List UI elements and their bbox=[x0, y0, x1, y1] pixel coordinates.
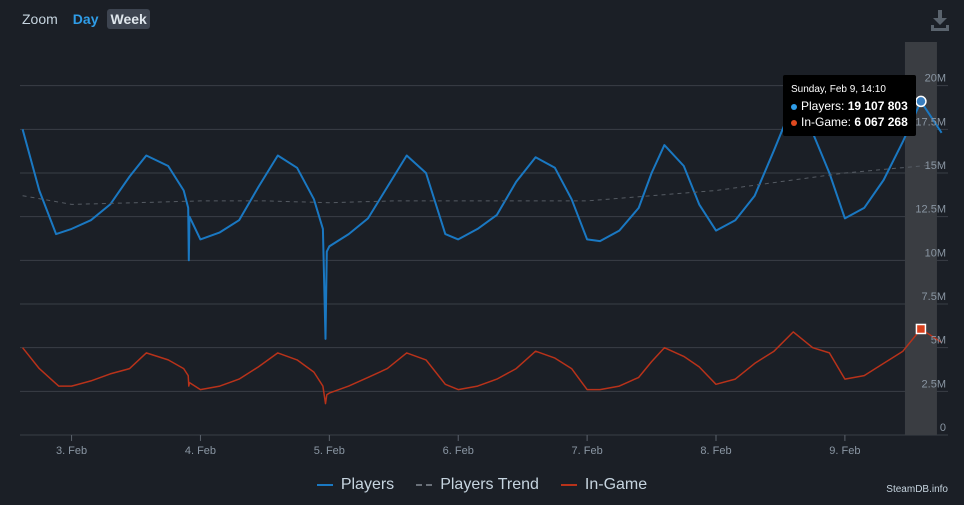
players-trend-line bbox=[22, 163, 942, 205]
y-tick-label-4: 10M bbox=[925, 247, 946, 259]
legend-ingame[interactable]: In-Game bbox=[560, 476, 648, 494]
ingame-hover-marker bbox=[915, 323, 927, 335]
legend: Players Players Trend In-Game bbox=[0, 476, 964, 494]
x-tick-label-6: 9. Feb bbox=[829, 445, 860, 457]
y-tick-label-2: 5M bbox=[931, 335, 946, 347]
tooltip: Sunday, Feb 9, 14:10 Players: 19 107 803… bbox=[783, 75, 916, 136]
legend-trend-swatch bbox=[416, 484, 433, 486]
x-tick-label-4: 7. Feb bbox=[572, 445, 603, 457]
x-tick-label-1: 4. Feb bbox=[185, 445, 216, 457]
legend-players[interactable]: Players bbox=[316, 476, 395, 494]
zoom-bar: Zoom Day Week bbox=[22, 9, 150, 29]
ingame-line bbox=[22, 328, 943, 405]
credit: SteamDB.info bbox=[886, 484, 948, 495]
tooltip-ingame-value: 6 067 268 bbox=[854, 115, 908, 129]
y-tick-label-0: 0 bbox=[940, 422, 946, 434]
zoom-label: Zoom bbox=[22, 11, 58, 27]
legend-ingame-swatch bbox=[560, 484, 577, 486]
tooltip-ingame-row: In-Game: 6 067 268 bbox=[791, 114, 908, 130]
legend-ingame-label: In-Game bbox=[584, 476, 648, 493]
y-tick-label-7: 17.5M bbox=[915, 116, 946, 128]
players-line bbox=[21, 100, 943, 340]
ingame-dot-icon bbox=[791, 119, 797, 126]
legend-players-swatch bbox=[316, 484, 333, 486]
x-tick-label-2: 5. Feb bbox=[314, 445, 345, 457]
tooltip-title: Sunday, Feb 9, 14:10 bbox=[791, 84, 886, 95]
tooltip-players-label: Players: bbox=[801, 99, 845, 113]
y-tick-label-5: 12.5M bbox=[915, 204, 946, 216]
players-hover-marker bbox=[915, 95, 927, 108]
zoom-day-button[interactable]: Day bbox=[72, 11, 99, 27]
y-tick-label-6: 15M bbox=[925, 160, 946, 172]
y-tick-label-3: 7.5M bbox=[922, 291, 946, 303]
legend-trend-label: Players Trend bbox=[440, 476, 539, 493]
legend-players-label: Players bbox=[340, 476, 395, 493]
tooltip-players-row: Players: 19 107 803 bbox=[791, 98, 908, 114]
y-tick-label-8: 20M bbox=[925, 73, 946, 85]
tooltip-ingame-label: In-Game: bbox=[801, 115, 852, 129]
x-tick-label-5: 8. Feb bbox=[700, 445, 731, 457]
download-icon[interactable] bbox=[930, 9, 950, 31]
y-tick-label-1: 2.5M bbox=[922, 378, 946, 390]
tooltip-players-value: 19 107 803 bbox=[847, 99, 908, 113]
x-tick-label-3: 6. Feb bbox=[443, 445, 474, 457]
players-dot-icon bbox=[791, 103, 797, 110]
zoom-week-button[interactable]: Week bbox=[107, 9, 150, 29]
x-tick-label-0: 3. Feb bbox=[56, 445, 87, 457]
legend-trend[interactable]: Players Trend bbox=[416, 476, 539, 494]
chart-area: 3. Feb 4. Feb 5. Feb 6. Feb 7. Feb 8. Feb 9. F… bbox=[20, 42, 948, 457]
